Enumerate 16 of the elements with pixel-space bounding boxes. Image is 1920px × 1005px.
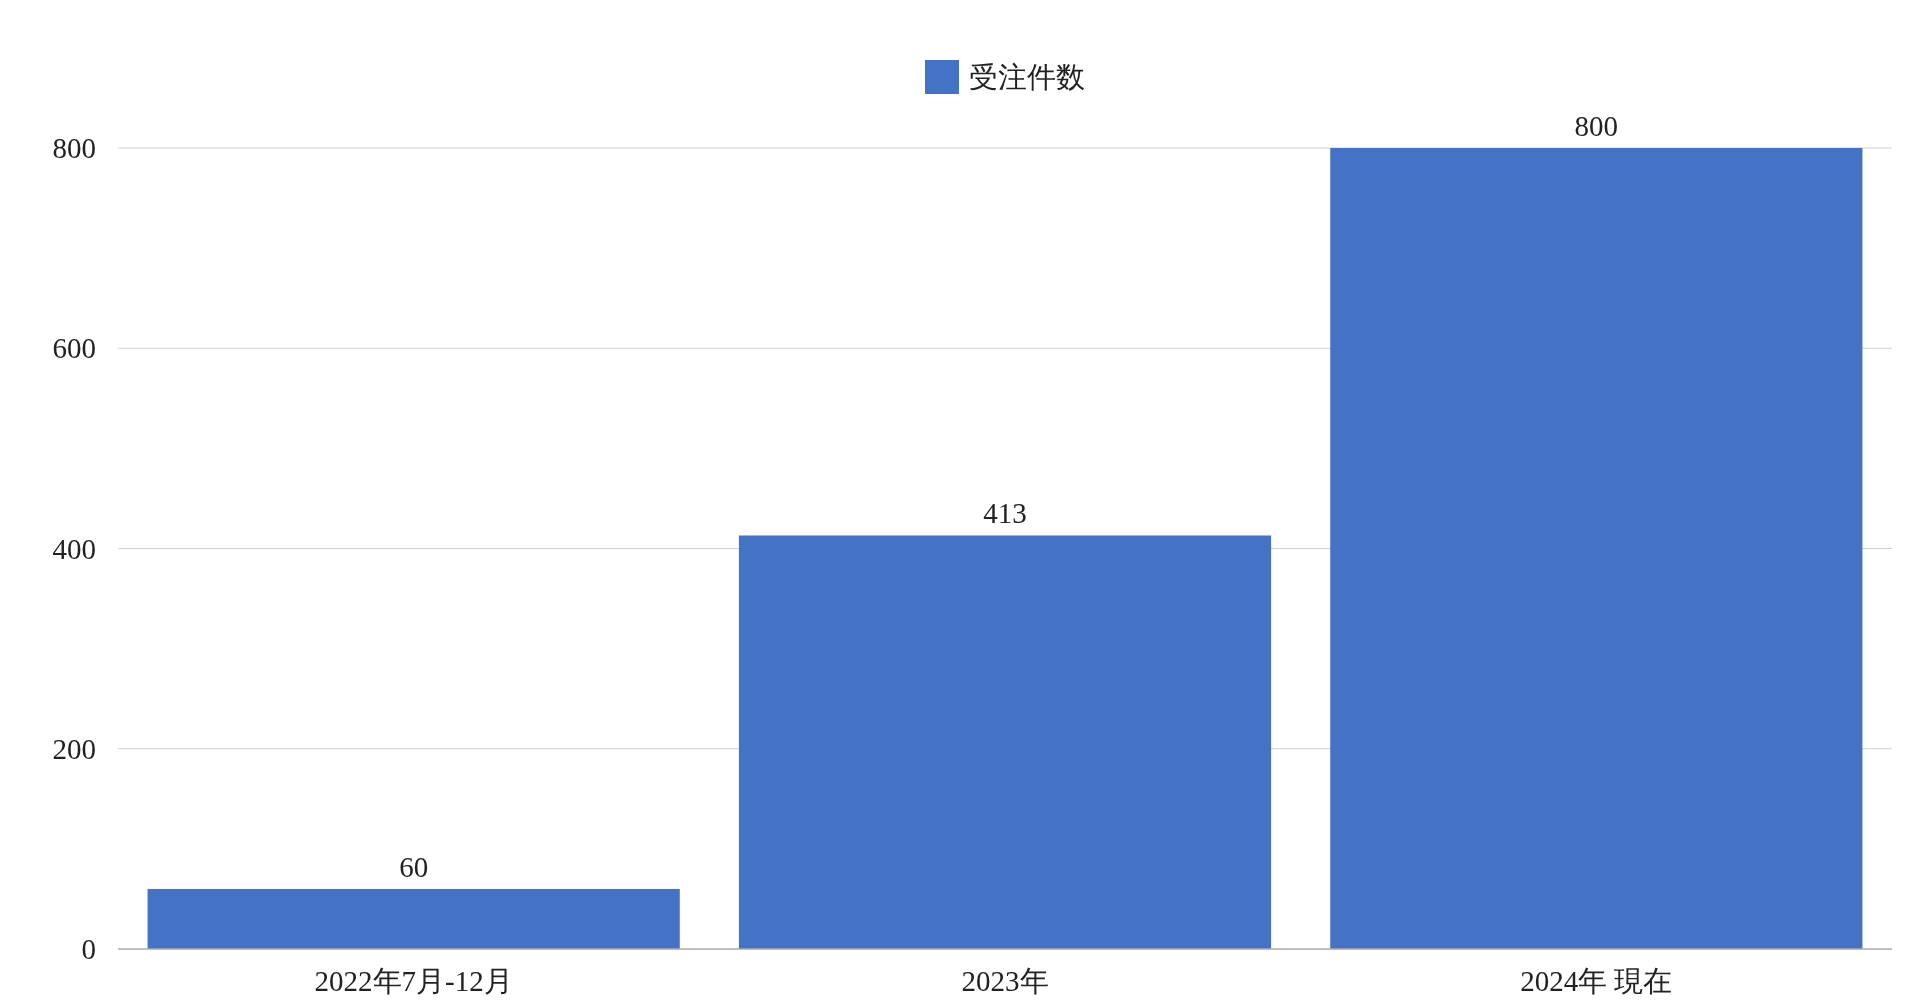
legend: 受注件数 <box>925 60 1085 94</box>
x-tick-label: 2024年 現在 <box>1520 965 1673 997</box>
data-label: 800 <box>1574 110 1619 142</box>
data-label: 60 <box>399 850 429 883</box>
x-tick-label: 2023年 <box>961 965 1049 997</box>
y-tick-label: 200 <box>52 732 96 765</box>
y-tick-label: 800 <box>52 132 96 164</box>
bar <box>738 535 1272 949</box>
y-tick-label: 600 <box>52 332 96 365</box>
bar <box>1330 148 1863 949</box>
data-label: 413 <box>983 497 1027 530</box>
legend-label: 受注件数 <box>969 61 1085 93</box>
y-tick-label: 400 <box>52 532 96 565</box>
x-tick-label: 2022年7月-12月 <box>314 965 513 997</box>
y-tick-label: 0 <box>81 933 96 965</box>
bar <box>147 888 680 949</box>
